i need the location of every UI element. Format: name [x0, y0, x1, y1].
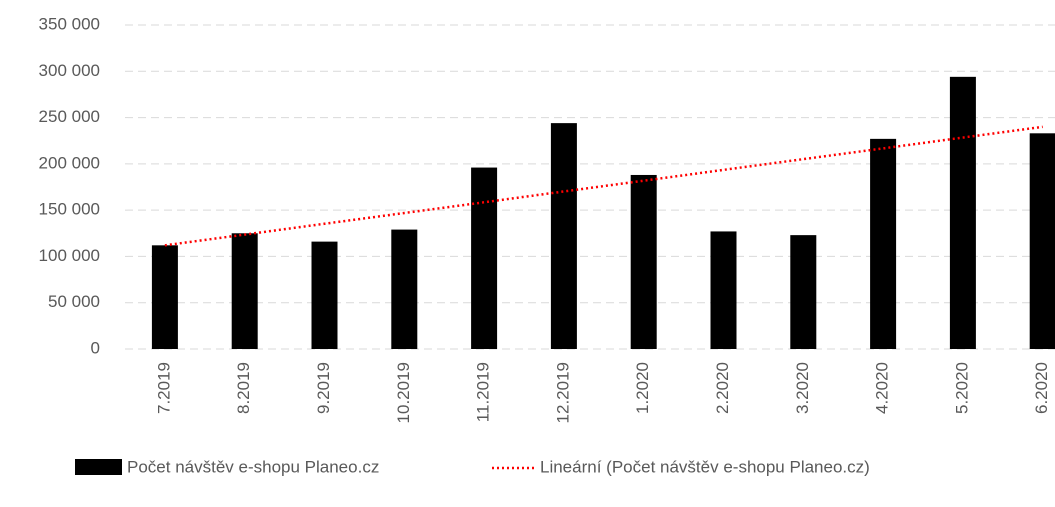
y-tick-label: 50 000 [48, 292, 100, 311]
bar [231, 233, 258, 349]
x-tick-label: 6.2020 [1032, 362, 1051, 414]
bar [630, 174, 657, 349]
trend-line [164, 125, 1043, 247]
x-tick-label: 2.2020 [713, 362, 732, 414]
bar [471, 167, 498, 349]
bar [391, 229, 418, 349]
x-tick-label: 10.2019 [394, 362, 413, 423]
x-tick-label: 7.2019 [154, 362, 173, 414]
x-tick-label: 12.2019 [553, 362, 572, 423]
bar [550, 123, 577, 349]
x-tick-label: 8.2019 [234, 362, 253, 414]
bar [870, 138, 897, 349]
bar [710, 231, 737, 349]
x-tick-label: 11.2019 [474, 362, 493, 422]
bar [1029, 133, 1055, 349]
x-tick-label: 3.2020 [793, 362, 812, 414]
y-tick-label: 0 [91, 338, 100, 357]
x-tick-label: 4.2020 [873, 362, 892, 414]
bar [311, 241, 338, 349]
bar [790, 235, 817, 349]
x-tick-label: 9.2019 [314, 362, 333, 414]
y-tick-label: 200 000 [39, 153, 100, 172]
y-tick-label: 150 000 [39, 200, 100, 219]
bar [949, 76, 976, 349]
legend-label: Lineární (Počet návštěv e-shopu Planeo.c… [540, 457, 870, 476]
legend-swatch [75, 459, 122, 475]
y-tick-label: 300 000 [39, 61, 100, 80]
y-tick-label: 250 000 [39, 107, 100, 126]
legend-label: Počet návštěv e-shopu Planeo.cz [127, 457, 379, 476]
x-tick-label: 1.2020 [633, 362, 652, 414]
y-tick-label: 100 000 [39, 246, 100, 265]
bar [151, 245, 178, 349]
x-tick-label: 5.2020 [952, 362, 971, 414]
y-tick-label: 350 000 [39, 14, 100, 33]
